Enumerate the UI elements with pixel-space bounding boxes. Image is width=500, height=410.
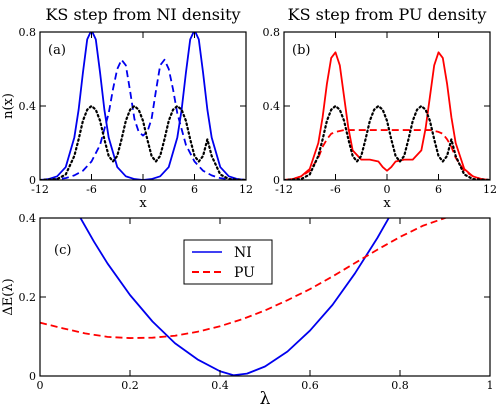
legend-box <box>183 239 273 285</box>
panel-b: KS step from PU density -12 -6 0 6 12 0 0.4 0.8… <box>263 5 498 211</box>
panel-c-ytick-label: 0.4 <box>19 212 37 225</box>
panel-b-ytick-label: 0.4 <box>263 100 281 113</box>
panel-b-plot <box>284 51 490 180</box>
panel-c-xtick-label: 0.2 <box>121 379 139 392</box>
panel-b-series-0-line <box>284 51 490 180</box>
panel-c-xlabel: λ <box>260 389 271 409</box>
panel-c-frame <box>39 217 491 377</box>
panel-c-xtick-label: 0.8 <box>391 379 409 392</box>
panel-b-ytick-label: 0.8 <box>263 26 281 39</box>
panel-a-label: (a) <box>48 43 66 58</box>
panel-a-series-1-line <box>40 58 246 180</box>
panel-c-ylabel: ΔE(λ) <box>1 278 16 315</box>
panel-c-series-1-line <box>40 218 448 339</box>
panel-c: 0 0.2 0.4 0.6 0.8 1 0 0.2 0.4 (c) λ ΔE(λ) NI PU <box>1 212 494 409</box>
panel-b-xtick-label: -6 <box>330 183 341 196</box>
panel-a-xlabel: x <box>139 196 147 211</box>
panel-b-label: (b) <box>292 43 310 58</box>
panel-c-xtick-label: 0.4 <box>211 379 229 392</box>
panel-c-label: (c) <box>54 243 71 258</box>
panel-b-frame <box>283 31 491 181</box>
panel-c-series-0-line <box>79 218 390 376</box>
panel-b-ticks: -12 -6 0 6 12 0 0.4 0.8 <box>263 26 498 196</box>
panel-c-ticks: 0 0.2 0.4 0.6 0.8 1 0 0.2 0.4 <box>19 212 494 392</box>
panel-a-series-0-line <box>40 32 246 180</box>
panel-b-xtick-label: 6 <box>435 183 442 196</box>
panel-a-ytick-label: 0.4 <box>19 100 37 113</box>
panel-a-xtick-label: -6 <box>86 183 97 196</box>
panel-b-series-1-line <box>284 129 490 180</box>
panel-a-xtick-label: 6 <box>191 183 198 196</box>
panel-a-title: KS step from NI density <box>45 5 240 24</box>
panel-c-ytick-label: 0 <box>29 370 36 383</box>
panel-a-xtick-label: -12 <box>31 183 49 196</box>
panel-b-xtick-label: -12 <box>275 183 293 196</box>
panel-a-ytick-label: 0.8 <box>19 26 37 39</box>
panel-c-plot <box>40 218 448 376</box>
panel-a-ylabel: n(x) <box>1 93 16 119</box>
panel-a-xtick-label: 12 <box>239 183 253 196</box>
panel-c-xtick-label: 0 <box>37 379 44 392</box>
panel-c-ytick-label: 0.2 <box>19 291 37 304</box>
panel-b-xtick-label: 0 <box>384 183 391 196</box>
panel-b-title: KS step from PU density <box>288 5 487 24</box>
panel-a-plot <box>40 32 246 180</box>
legend-ni-label: NI <box>234 245 252 261</box>
legend: NI PU <box>183 239 273 285</box>
panel-b-xtick-label: 12 <box>483 183 497 196</box>
panel-a-frame <box>39 31 247 181</box>
panel-b-xlabel: x <box>383 196 391 211</box>
panel-b-series-2-line <box>284 104 490 180</box>
panel-a: KS step from NI density -12 -6 0 6 12 0 0.4 0.8… <box>1 5 253 211</box>
legend-pu-label: PU <box>234 265 255 281</box>
panel-a-series-2-line <box>40 104 246 180</box>
panel-c-xtick-label: 0.6 <box>301 379 319 392</box>
panel-c-xtick-label: 1 <box>487 379 494 392</box>
panel-a-ytick-label: 0 <box>29 174 36 187</box>
panel-a-xtick-label: 0 <box>140 183 147 196</box>
panel-b-ytick-label: 0 <box>273 174 280 187</box>
